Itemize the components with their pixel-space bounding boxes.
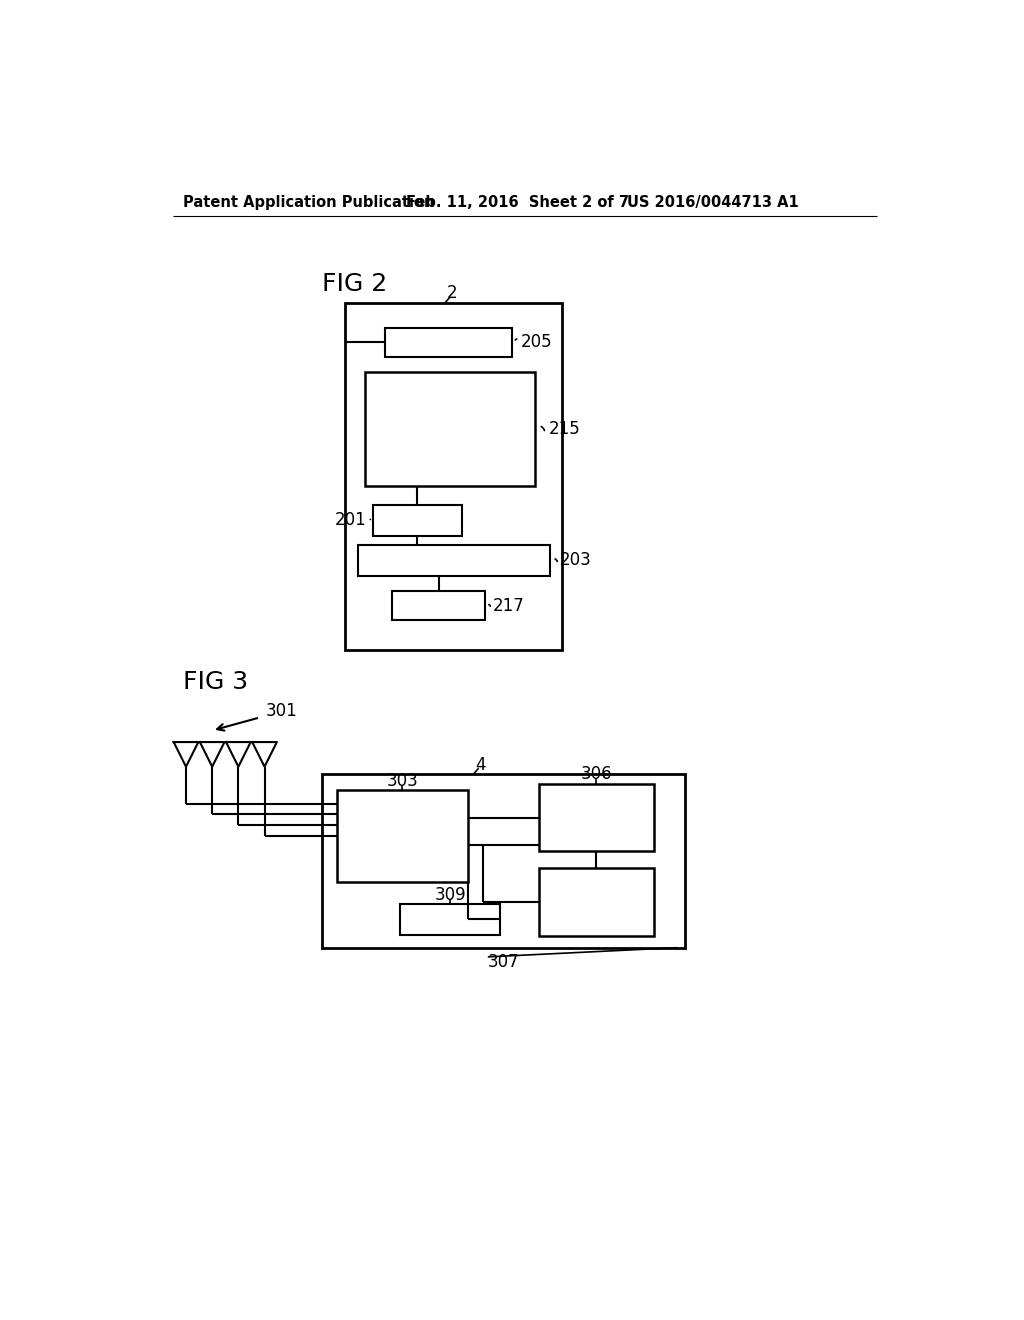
Text: FIG 3: FIG 3: [183, 671, 248, 694]
Text: US 2016/0044713 A1: US 2016/0044713 A1: [628, 195, 799, 210]
Text: FIG 2: FIG 2: [322, 272, 387, 297]
Text: 301: 301: [265, 702, 297, 721]
Bar: [337, 789, 468, 882]
Text: 205: 205: [521, 334, 553, 351]
Text: 203: 203: [559, 552, 591, 569]
Text: 307: 307: [487, 953, 519, 970]
Text: 201: 201: [335, 511, 367, 529]
Bar: [539, 784, 654, 851]
Text: Patent Application Publication: Patent Application Publication: [183, 195, 434, 210]
Text: 303: 303: [386, 772, 418, 789]
Text: Feb. 11, 2016  Sheet 2 of 7: Feb. 11, 2016 Sheet 2 of 7: [407, 195, 629, 210]
Text: 215: 215: [549, 421, 581, 438]
Text: 4: 4: [476, 756, 486, 774]
Bar: [392, 591, 484, 620]
Text: 306: 306: [581, 766, 612, 783]
Text: 217: 217: [493, 597, 524, 615]
Bar: [539, 869, 654, 936]
Text: 309: 309: [434, 886, 466, 903]
Bar: [385, 327, 512, 358]
Bar: [357, 545, 550, 576]
Bar: [373, 506, 462, 536]
Text: 2: 2: [447, 284, 458, 302]
Bar: [400, 904, 500, 935]
Bar: [322, 775, 685, 948]
Bar: [345, 304, 562, 649]
Bar: [366, 372, 535, 487]
